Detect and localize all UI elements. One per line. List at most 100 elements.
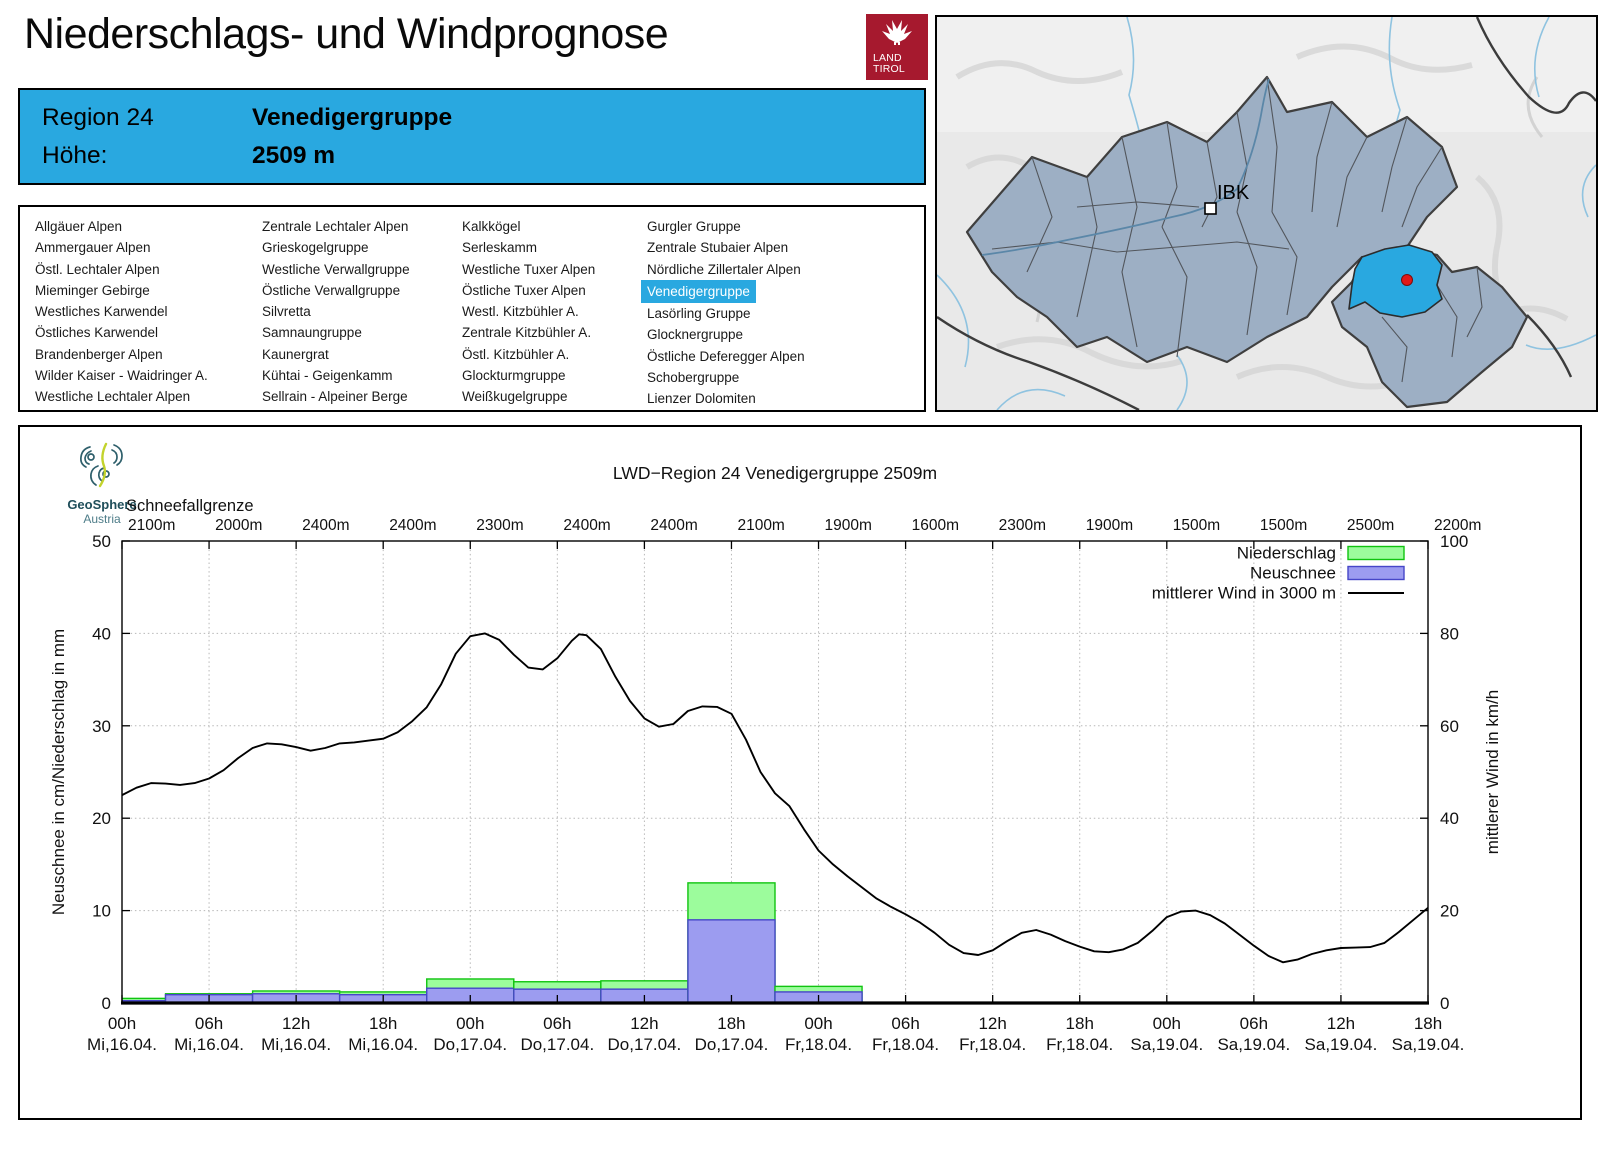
x-tick-date: Do,17.04. [433,1035,507,1054]
x-tick-date: Mi,16.04. [174,1035,244,1054]
snowline-value: 2400m [563,517,610,534]
legend-swatch [1347,545,1405,561]
region-item[interactable]: Glockturmgruppe [462,368,566,384]
tirol-overview-map[interactable]: IBK [935,15,1598,412]
tirol-eagle-icon [882,20,912,45]
region-item[interactable]: Mieminger Gebirge [35,282,150,298]
legend-swatch [1347,565,1405,581]
region-item[interactable]: Zentrale Kitzbühler A. [462,325,592,341]
x-tick-hour: 12h [282,1014,310,1033]
region-item[interactable]: Lienzer Dolomiten [647,391,756,407]
region-item[interactable]: Glocknergruppe [647,327,744,343]
region-item[interactable]: Westliche Verwallgruppe [262,261,410,277]
region-item[interactable]: Samnaungruppe [262,325,362,341]
x-tick-date: Sa,19.04. [1130,1035,1203,1054]
snowline-value: 2500m [1347,517,1394,534]
x-tick-date: Mi,16.04. [261,1035,331,1054]
region-item[interactable]: Weißkugelgruppe [462,389,568,405]
x-tick-date: Sa,19.04. [1217,1035,1290,1054]
x-tick-date: Fr,18.04. [785,1035,852,1054]
region-item[interactable]: Kalkkögel [462,219,521,234]
snowline-value: 2400m [650,517,697,534]
region-list: Allgäuer Alpen Ammergauer Alpen Östl. Lech… [18,205,926,412]
region-item[interactable]: Zentrale Stubaier Alpen [647,240,789,256]
y-axis-left-tick: 50 [92,532,111,551]
map-canvas[interactable]: IBK [936,16,1597,412]
region-item[interactable]: Westl. Kitzbühler A. [462,304,579,320]
region-item[interactable]: Ammergauer Alpen [35,240,151,256]
y-axis-right-tick: 80 [1440,624,1459,643]
region-item[interactable]: Zentrale Lechtaler Alpen [262,219,409,234]
snowline-value: 2400m [302,517,349,534]
region-name: Venedigergruppe [252,104,453,131]
region-item[interactable]: Östl. Lechtaler Alpen [35,261,160,277]
geosphere-logo: GeoSphere Austria [50,441,154,526]
x-tick-hour: 00h [1153,1014,1181,1033]
x-tick-hour: 18h [1066,1014,1094,1033]
region-item[interactable]: Venedigergruppe [641,279,805,304]
region-item[interactable]: Kaunergrat [262,346,329,362]
snowline-label: Schneefallgrenze [126,497,254,515]
snowline-value: 2100m [128,517,175,534]
region-item[interactable]: Lasörling Gruppe [647,306,751,322]
geosphere-country: Austria [83,512,121,526]
x-tick-date: Fr,18.04. [1046,1035,1113,1054]
region-column-4: Gurgler Gruppe Zentrale Stubaier Alpen Nör… [641,216,805,410]
region-item[interactable]: Nördliche Zillertaler Alpen [647,261,801,277]
x-tick-date: Sa,19.04. [1392,1035,1465,1054]
region-column-1: Allgäuer Alpen Ammergauer Alpen Östl. Lech… [35,216,208,408]
legend-label: Neuschnee [1250,564,1336,583]
x-tick-date: Do,17.04. [695,1035,769,1054]
region-item[interactable]: Östliche Verwallgruppe [262,282,401,298]
y-axis-right-tick: 60 [1440,717,1459,736]
y-axis-left-tick: 30 [92,717,111,736]
region-item[interactable]: Schobergruppe [647,370,740,386]
region-item[interactable]: Grieskogelgruppe [262,240,369,256]
x-tick-hour: 12h [630,1014,658,1033]
region-item[interactable]: Allgäuer Alpen [35,219,123,234]
region-item[interactable]: Westliche Tuxer Alpen [462,261,596,277]
precipitation-bars [122,882,863,1003]
region-item[interactable]: Westliches Karwendel [35,304,168,320]
snowline-value: 2300m [999,517,1046,534]
region-item[interactable]: Gurgler Gruppe [647,219,741,234]
x-tick-date: Sa,19.04. [1305,1035,1378,1054]
inn-river [981,78,1270,256]
region-boundaries [991,76,1483,383]
y-axis-left-label: Neuschnee in cm/Niederschlag in mm [49,629,68,915]
map-region-north-tirol[interactable] [965,75,1459,364]
ibk-marker [1204,202,1217,215]
x-tick-date: Mi,16.04. [87,1035,157,1054]
x-tick-hour: 06h [1240,1014,1268,1033]
geosphere-icon [80,442,123,488]
region-item[interactable]: Wilder Kaiser - Waidringer A. [35,368,208,384]
y-axis-left-tick: 10 [92,902,111,921]
region-item[interactable]: Silvretta [262,304,311,320]
region-column-2: Zentrale Lechtaler Alpen Grieskogelgruppe… [262,216,410,408]
x-tick-hour: 12h [1327,1014,1355,1033]
y-axis-left-tick: 20 [92,809,111,828]
snowline-value: 1900m [1086,517,1133,534]
wind-line [122,632,1428,964]
snowline-value: 2400m [389,517,436,534]
station-marker [1401,274,1413,286]
x-tick-hour: 00h [108,1014,136,1033]
region-number-label: Region 24 [42,104,154,131]
region-item[interactable]: Kühtai - Geigenkamm [262,368,393,384]
y-axis-right-tick: 40 [1440,809,1459,828]
region-item[interactable]: Östliches Karwendel [35,325,159,341]
region-item[interactable]: Westliche Lechtaler Alpen [35,389,191,405]
map-region-highlight-venedigergruppe[interactable] [1348,244,1443,318]
y-axis-right-tick: 20 [1440,902,1459,921]
snowline-value: 2000m [215,517,262,534]
region-item[interactable]: Östliche Deferegger Alpen [647,348,805,364]
y-axis-left-tick: 40 [92,624,111,643]
region-item[interactable]: Brandenberger Alpen [35,346,163,362]
region-item[interactable]: Sellrain - Alpeiner Berge [262,389,408,405]
snowline-value: 1900m [825,517,872,534]
x-tick-date: Fr,18.04. [872,1035,939,1054]
region-item[interactable]: Östl. Kitzbühler A. [462,346,570,362]
region-item[interactable]: Serleskamm [462,240,538,256]
ibk-label: IBK [1217,182,1250,204]
region-item[interactable]: Östliche Tuxer Alpen [462,282,586,298]
